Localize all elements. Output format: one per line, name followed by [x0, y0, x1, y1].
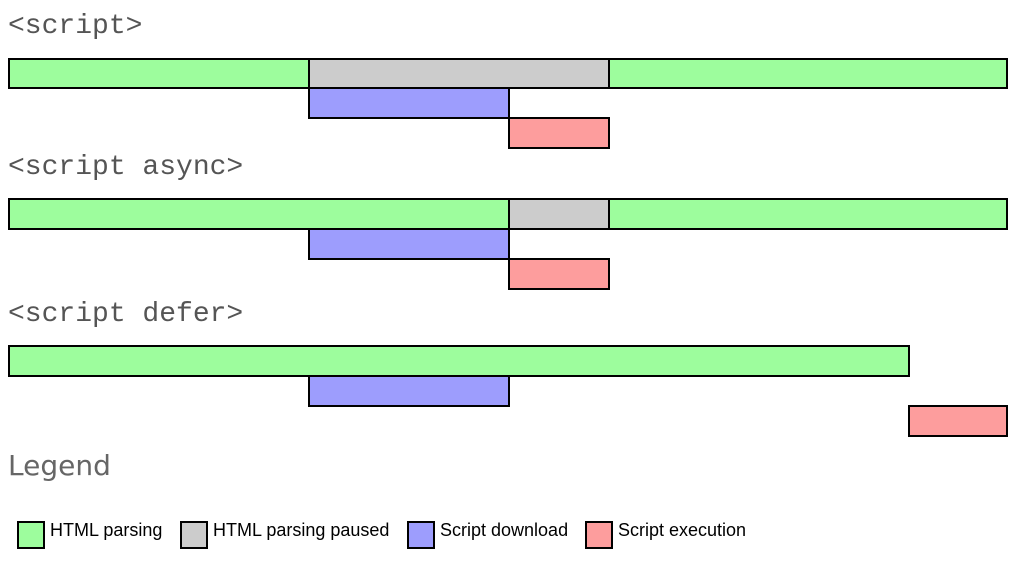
- section-title-script: <script>: [8, 11, 143, 42]
- script-html-parsing-bar-1: [8, 58, 310, 89]
- legend-label-html-parsing: HTML parsing: [50, 520, 163, 540]
- legend-label-script-execution: Script execution: [618, 520, 747, 540]
- legend-swatch-html-parsing: [17, 521, 45, 549]
- async-html-parsing-bar-1: [8, 198, 510, 230]
- section-title-script-defer: <script defer>: [8, 299, 244, 330]
- legend-swatch-html-parsing-paused: [180, 521, 208, 549]
- legend-title: Legend: [8, 449, 111, 482]
- defer-download-bar: [308, 375, 510, 407]
- script-execution-bar: [508, 117, 610, 149]
- async-html-parsing-bar-2: [608, 198, 1008, 230]
- legend-swatch-script-execution: [585, 521, 613, 549]
- legend-label-html-parsing-paused: HTML parsing paused: [213, 520, 390, 540]
- script-parsing-paused-bar: [308, 58, 610, 89]
- legend-swatch-script-download: [407, 521, 435, 549]
- defer-execution-bar: [908, 405, 1008, 437]
- section-title-script-async: <script async>: [8, 152, 244, 183]
- script-download-bar: [308, 87, 510, 119]
- legend-label-script-download: Script download: [440, 520, 569, 540]
- async-execution-bar: [508, 258, 610, 290]
- defer-html-parsing-bar: [8, 345, 910, 377]
- script-html-parsing-bar-2: [608, 58, 1008, 89]
- async-parsing-paused-bar: [508, 198, 610, 230]
- async-download-bar: [308, 228, 510, 260]
